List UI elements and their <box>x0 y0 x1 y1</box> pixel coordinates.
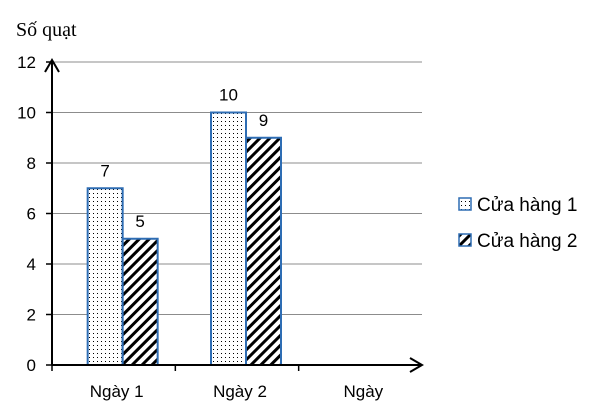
y-tick-label: 6 <box>27 205 36 224</box>
data-label: 5 <box>135 212 144 231</box>
bars <box>86 111 282 366</box>
bar <box>245 136 282 366</box>
x-axis-label: Ngày <box>343 382 383 401</box>
y-tick-label: 4 <box>27 255 36 274</box>
legend-label: Cửa hàng 2 <box>477 231 577 252</box>
legend-label: Cửa hàng 1 <box>477 195 577 216</box>
bar <box>121 237 159 366</box>
data-labels: 7 5 10 9 <box>100 86 268 231</box>
x-tick-label: Ngày 2 <box>213 382 267 401</box>
axes <box>44 58 424 373</box>
y-tick-labels: 0 2 4 6 8 10 12 <box>17 53 36 375</box>
y-tick-label: 12 <box>17 53 36 72</box>
x-axis-arrow <box>409 357 424 373</box>
bar <box>210 111 247 366</box>
x-tick-label: Ngày 1 <box>90 382 144 401</box>
legend-swatch <box>458 233 472 247</box>
legend-swatch <box>458 197 472 211</box>
data-label: 9 <box>259 111 268 130</box>
y-tick-label: 0 <box>27 356 36 375</box>
y-axis-arrow <box>44 58 60 73</box>
data-label: 7 <box>100 161 109 180</box>
data-label: 10 <box>219 86 238 105</box>
bar <box>86 187 124 366</box>
y-tick-label: 8 <box>27 154 36 173</box>
y-tick-label: 2 <box>27 306 36 325</box>
y-tick-label: 10 <box>17 104 36 123</box>
legend: Cửa hàng 1 Cửa hàng 2 <box>458 195 577 252</box>
y-axis-label: Số quạt <box>16 19 77 41</box>
x-tick-labels: Ngày 1 Ngày 2 Ngày <box>90 382 384 401</box>
